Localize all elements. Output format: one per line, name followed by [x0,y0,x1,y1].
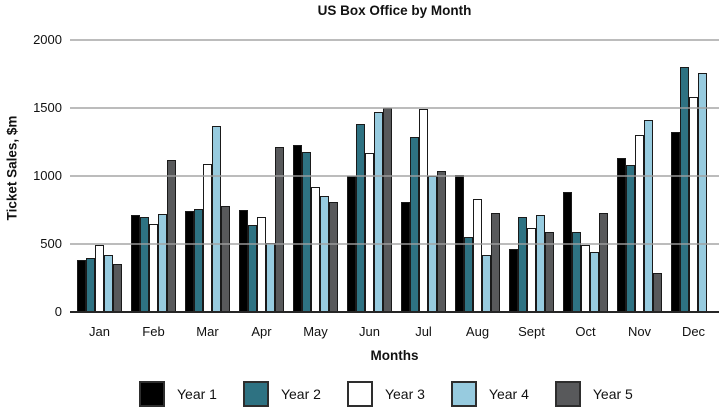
bar-jan-year-5 [113,264,122,312]
bar-sept-year-2 [518,217,527,312]
bar-feb-year-1 [131,215,140,312]
x-tick-aug: Aug [465,324,490,339]
legend-item-year-2: Year 2 [242,381,321,407]
gridline-2000 [70,39,719,41]
chart-title: US Box Office by Month [317,3,472,18]
x-axis-label: Months [370,348,419,363]
x-tick-feb: Feb [142,324,165,339]
bar-mar-year-1 [185,211,194,312]
gridline-500 [70,243,719,245]
bar-jan-year-1 [77,260,86,312]
bar-apr-year-2 [248,225,257,312]
x-tick-sept: Sept [518,324,545,339]
legend-swatch [554,381,581,407]
bar-aug-year-2 [464,237,473,312]
legend-swatch [139,381,165,407]
gridline-1500 [70,107,719,109]
legend-label: Year 4 [488,386,529,402]
legend-item-year-5: Year 5 [554,381,633,407]
bar-jan-year-4 [104,255,113,312]
legend-label: Year 5 [592,386,633,402]
bar-aug-year-4 [482,255,491,312]
legend-swatch [450,381,477,407]
bar-apr-year-1 [239,210,248,312]
bar-jun-year-2 [356,124,365,312]
bar-jun-year-5 [383,108,392,312]
bar-may-year-3 [311,187,320,312]
legend-label: Year 3 [384,386,425,402]
x-tick-nov: Nov [627,324,652,339]
bar-jul-year-2 [410,137,419,312]
legend-label: Year 1 [177,386,217,402]
bar-apr-year-4 [266,243,275,312]
bar-dec-year-1 [671,132,680,312]
bar-jul-year-1 [401,202,410,312]
bar-jul-year-3 [419,109,428,312]
x-tick-apr: Apr [251,324,272,339]
bar-feb-year-2 [140,217,149,312]
bar-feb-year-5 [167,160,176,312]
legend-item-year-3: Year 3 [346,381,425,407]
x-tick-mar: Mar [196,324,219,339]
bar-may-year-1 [293,145,302,312]
legend-item-year-1: Year 1 [139,381,217,407]
bar-nov-year-3 [635,135,644,312]
bar-jun-year-4 [374,112,383,312]
x-tick-jul: Jul [415,324,432,339]
bar-jan-year-3 [95,245,104,312]
y-tick-1000: 1000 [33,168,62,183]
x-tick-oct: Oct [575,324,596,339]
bar-sept-year-1 [509,249,518,312]
y-tick-0: 0 [54,304,62,319]
x-axis-line [70,311,719,313]
bar-nov-year-4 [644,120,653,312]
gridline-1000 [70,175,719,177]
y-tick-2000: 2000 [33,32,62,47]
bar-may-year-4 [320,196,329,312]
x-tick-may: May [303,324,328,339]
bar-oct-year-4 [590,252,599,312]
bar-dec-year-3 [689,97,698,312]
bar-sept-year-4 [536,215,545,312]
bar-oct-year-3 [581,245,590,312]
bar-dec-year-2 [680,67,689,312]
bar-jan-year-2 [86,258,95,312]
y-axis-label: Ticket Sales, $m [4,115,20,221]
plot-area [70,39,719,313]
bar-nov-year-2 [626,165,635,312]
bar-feb-year-4 [158,214,167,312]
bar-jul-year-5 [437,171,446,312]
bar-oct-year-1 [563,192,572,312]
x-tick-jun: Jun [359,324,380,339]
bar-may-year-5 [329,202,338,312]
legend: Year 1 Year 2 Year 3 Year 4 Year 5 [139,381,633,407]
bar-oct-year-5 [599,213,608,312]
bar-sept-year-3 [527,228,536,312]
bar-nov-year-1 [617,158,626,312]
bar-mar-year-4 [212,126,221,312]
bar-aug-year-3 [473,199,482,312]
bar-aug-year-5 [491,213,500,312]
bar-feb-year-3 [149,224,158,312]
bar-mar-year-3 [203,164,212,312]
legend-swatch [242,381,269,407]
bar-nov-year-5 [653,273,662,312]
y-tick-500: 500 [40,236,62,251]
bar-mar-year-5 [221,206,230,312]
x-tick-dec: Dec [681,324,706,339]
y-tick-1500: 1500 [33,100,62,115]
x-tick-jan: Jan [89,324,110,339]
legend-swatch [346,381,373,407]
bar-mar-year-2 [194,209,203,312]
legend-label: Year 2 [280,386,321,402]
bar-apr-year-3 [257,217,266,312]
legend-item-year-4: Year 4 [450,381,529,407]
bar-apr-year-5 [275,147,284,312]
